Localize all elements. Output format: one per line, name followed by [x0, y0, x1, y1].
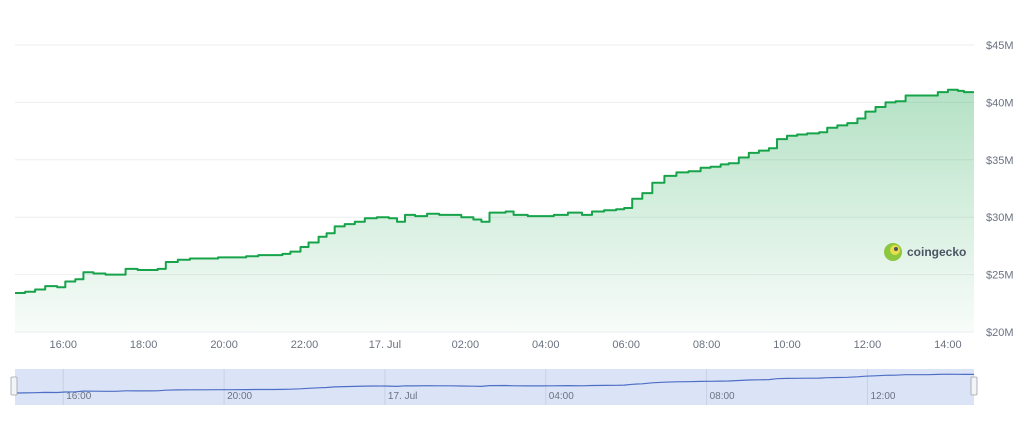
area-layer	[15, 88, 974, 332]
navigator-tick-label: 08:00	[710, 391, 735, 402]
navigator-tick-label: 17. Jul	[388, 391, 417, 402]
x-tick-label: 20:00	[210, 339, 238, 351]
navigator-left-handle[interactable]	[10, 376, 18, 396]
series-area-fill	[15, 89, 974, 332]
x-tick-label: 12:00	[854, 339, 882, 351]
y-tick-label: $30M	[986, 212, 1014, 224]
watermark-text: coingecko	[907, 245, 966, 259]
x-tick-label: 14:00	[934, 339, 962, 351]
coingecko-logo-pupil	[894, 247, 898, 251]
x-tick-label: 16:00	[49, 339, 77, 351]
x-tick-label: 18:00	[130, 339, 158, 351]
x-tick-label: 22:00	[291, 339, 319, 351]
y-tick-label: $35M	[986, 155, 1014, 167]
navigator-ticks: 16:00 20:00 17. Jul 04:00 08:00 12:00	[62, 369, 896, 405]
coingecko-watermark: coingecko	[884, 243, 966, 261]
navigator-selected-range[interactable]	[15, 369, 974, 405]
y-tick-label: $40M	[986, 97, 1014, 109]
x-tick-label: 02:00	[452, 339, 480, 351]
series-line	[15, 88, 974, 294]
navigator-tick-label: 12:00	[870, 391, 895, 402]
x-tick-label: 10:00	[773, 339, 801, 351]
x-axis-labels: 16:00 18:00 20:00 22:00 17. Jul 02:00 04:00 06:…	[49, 339, 961, 351]
navigator-tick-label: 16:00	[66, 391, 91, 402]
x-tick-label: 06:00	[612, 339, 640, 351]
x-tick-label: 17. Jul	[369, 339, 401, 351]
y-tick-label: $45M	[986, 40, 1014, 52]
y-tick-label: $25M	[986, 270, 1014, 282]
navigator-tick-label: 20:00	[227, 391, 252, 402]
y-tick-label: $20M	[986, 327, 1014, 339]
y-axis-labels: $20M $25M $30M $35M $40M $45M	[986, 40, 1014, 339]
navigator-series-line	[14, 373, 974, 394]
navigator-right-handle[interactable]	[970, 376, 978, 396]
x-tick-label: 04:00	[532, 339, 560, 351]
x-tick-label: 08:00	[693, 339, 721, 351]
time-range-navigator[interactable]: 16:00 20:00 17. Jul 04:00 08:00 12:00	[10, 369, 978, 405]
navigator-tick-label: 04:00	[549, 391, 574, 402]
